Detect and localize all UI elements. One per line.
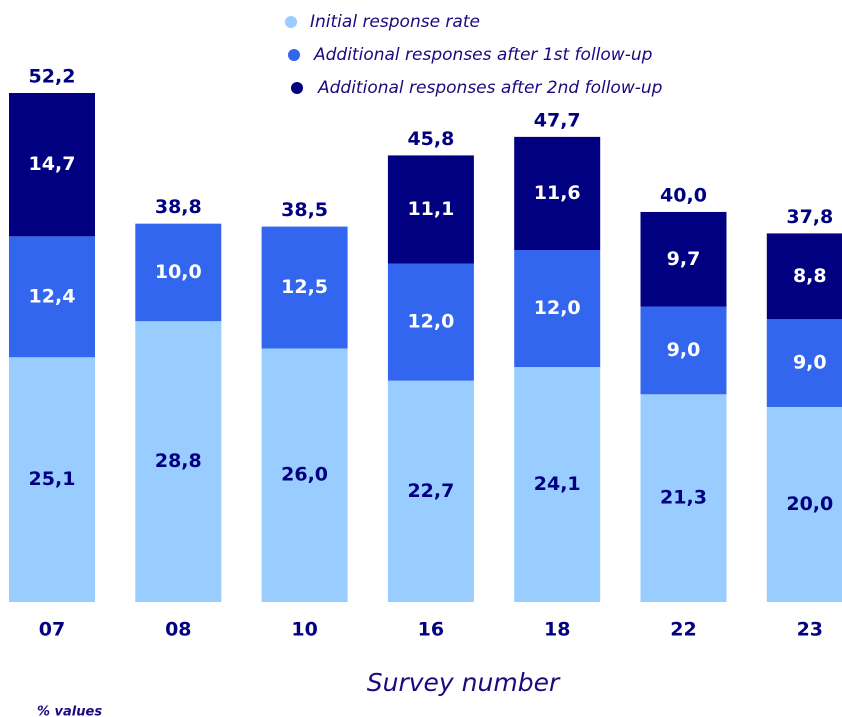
bar-segment [9, 236, 95, 358]
total-label: 52,2 [29, 66, 76, 88]
total-label: 38,8 [155, 196, 202, 218]
bar-segment [514, 249, 601, 368]
bar-segment [766, 233, 842, 320]
total-label: 37,8 [786, 206, 833, 228]
value-label: 26,0 [281, 464, 328, 486]
total-label: 45,8 [407, 128, 454, 150]
x-tick-label: 07 [39, 619, 65, 641]
value-label: 9,0 [667, 339, 701, 361]
bar-segment [640, 394, 727, 602]
value-label: 28,8 [155, 450, 202, 472]
bar-segment [387, 263, 474, 381]
x-tick-label: 08 [165, 619, 191, 641]
total-label: 40,0 [660, 184, 707, 206]
x-tick-label: 10 [291, 619, 317, 641]
bar-segment [261, 348, 348, 602]
value-label: 24,1 [534, 473, 581, 495]
value-label: 20,0 [786, 493, 833, 515]
bar-segment [766, 406, 842, 602]
bar-segment [766, 319, 842, 407]
value-label: 12,4 [29, 285, 76, 307]
bar-segment [9, 93, 95, 237]
x-tick-label: 16 [418, 619, 444, 641]
bar-segment [514, 367, 601, 602]
note: % values [37, 705, 102, 717]
value-label: 14,7 [29, 153, 76, 175]
legend-label: Initial response rate [310, 12, 480, 32]
legend-label: Additional responses after 2nd follow-up [317, 78, 663, 98]
total-label: 38,5 [281, 199, 328, 221]
bar-segment [387, 155, 474, 264]
value-label: 9,7 [667, 248, 701, 270]
value-label: 8,8 [793, 265, 827, 287]
value-label: 22,7 [407, 480, 454, 502]
x-tick-label: 18 [544, 619, 570, 641]
bar-segment [135, 321, 222, 602]
value-label: 25,1 [29, 468, 76, 490]
value-label: 12,5 [281, 276, 328, 298]
value-label: 11,6 [534, 182, 581, 204]
bar-segment [135, 223, 222, 322]
legend-marker [288, 49, 300, 61]
legend-label: Additional responses after 1st follow-up [313, 45, 653, 65]
bar-segment [9, 357, 95, 602]
bar-segment [514, 136, 601, 250]
value-label: 21,3 [660, 487, 707, 509]
bar-segment [387, 380, 474, 602]
bar-segment [640, 211, 727, 307]
x-axis-title: Survey number [367, 668, 561, 697]
legend-marker [285, 16, 297, 28]
legend-marker [291, 82, 303, 94]
value-label: 10,0 [155, 261, 202, 283]
value-label: 12,0 [407, 311, 454, 333]
value-label: 12,0 [534, 297, 581, 319]
x-tick-label: 22 [670, 619, 696, 641]
x-tick-label: 23 [797, 619, 823, 641]
bar-segment [261, 226, 348, 349]
value-label: 11,1 [407, 198, 454, 220]
total-label: 47,7 [534, 109, 581, 131]
value-label: 9,0 [793, 352, 827, 374]
bar-segment [640, 306, 727, 395]
